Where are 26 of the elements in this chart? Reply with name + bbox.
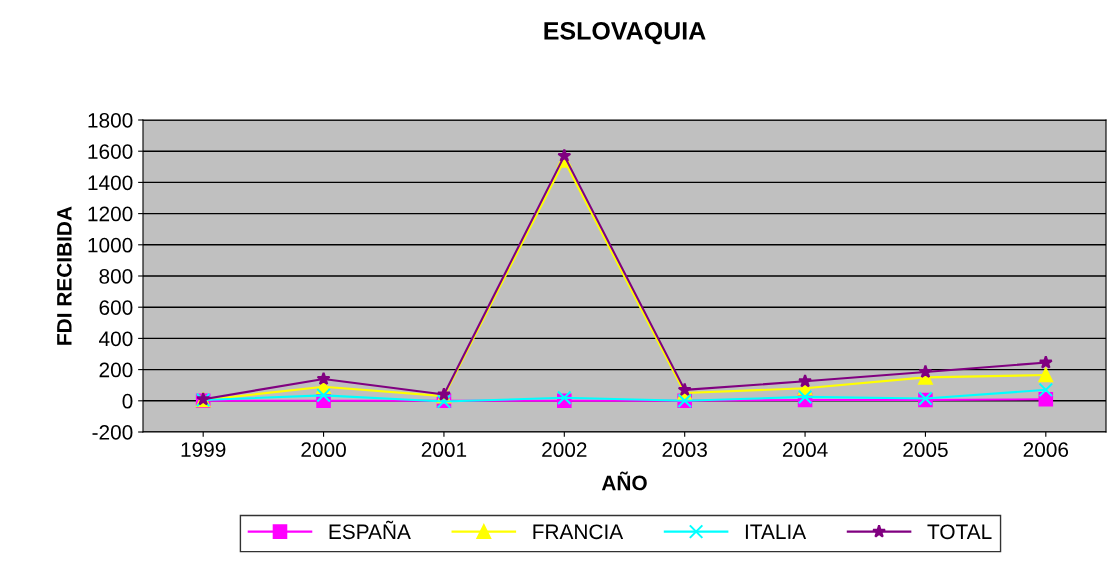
x-tick-label: 2005 xyxy=(903,442,948,458)
y-tick-label: 400 xyxy=(99,331,133,347)
y-tick-label: 1400 xyxy=(88,175,133,191)
x-tick-label: 2003 xyxy=(662,442,707,458)
legend-label: ESPAÑA xyxy=(329,520,411,540)
x-axis-title: AÑO xyxy=(601,471,647,491)
legend-label: FRANCIA xyxy=(533,524,624,540)
y-tick-label: 200 xyxy=(99,362,133,378)
y-tick-label: 1000 xyxy=(88,237,133,253)
y-tick-label: 1600 xyxy=(88,144,133,159)
x-tick-label: 1999 xyxy=(181,442,226,458)
chart-title: ESLOVAQUIA xyxy=(544,21,706,45)
y-tick-label: 1800 xyxy=(88,113,133,128)
y-tick-label: -200 xyxy=(92,425,133,440)
x-tick-label: 2002 xyxy=(542,442,587,458)
x-tick-label: 2001 xyxy=(421,442,467,458)
x-tick-label: 2006 xyxy=(1023,442,1069,458)
y-tick-label: 0 xyxy=(122,393,133,409)
y-tick-label: 800 xyxy=(99,269,133,284)
y-tick-label: 1200 xyxy=(88,206,133,222)
y-tick-label: 600 xyxy=(99,300,133,315)
legend-label: TOTAL xyxy=(927,524,992,540)
legend-label: ITALIA xyxy=(745,524,807,539)
y-axis-title: FDI RECIBIDA xyxy=(56,206,72,345)
x-tick-label: 2000 xyxy=(301,442,346,458)
x-tick-label: 2004 xyxy=(782,442,828,458)
